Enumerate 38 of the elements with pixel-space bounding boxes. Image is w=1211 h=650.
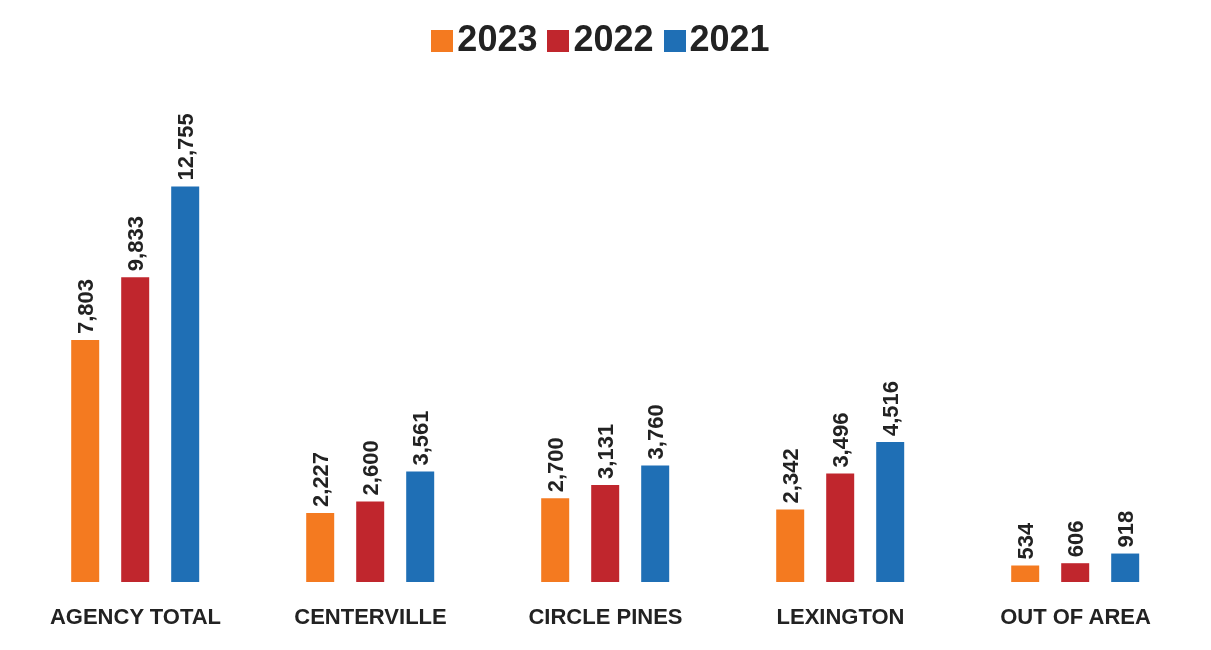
data-label: 534 (1012, 521, 1038, 560)
data-label: 7,803 (72, 279, 98, 335)
bar (356, 501, 385, 582)
bar (121, 277, 150, 582)
x-tick-label: CIRCLE PINES (528, 603, 683, 629)
bar (876, 441, 905, 582)
x-tick-label: CENTERVILLE (294, 603, 447, 629)
bar (306, 512, 335, 582)
data-label: 3,561 (407, 410, 433, 466)
bar (591, 484, 620, 582)
data-label: 12,755 (172, 113, 198, 181)
data-label: 606 (1062, 520, 1088, 558)
bar (1061, 563, 1090, 582)
bar (641, 465, 670, 582)
legend-label: 2022 (573, 18, 654, 59)
bar (71, 340, 100, 582)
x-tick-label: AGENCY TOTAL (49, 603, 222, 629)
bar (776, 509, 805, 582)
data-label: 2,342 (777, 448, 803, 504)
data-label: 2,700 (542, 437, 568, 493)
x-tick-label: OUT OF AREA (1000, 603, 1151, 629)
legend-label: 2023 (457, 18, 538, 59)
data-label: 3,496 (827, 412, 853, 468)
bar (826, 473, 855, 582)
bar (1011, 565, 1040, 582)
bar (406, 471, 435, 582)
bar (541, 498, 570, 582)
bar (1111, 553, 1140, 582)
data-label: 4,516 (877, 380, 903, 436)
data-label: 2,227 (307, 451, 333, 507)
data-label: 2,600 (357, 440, 383, 496)
legend-label: 2021 (689, 18, 770, 59)
data-label: 3,760 (642, 404, 668, 460)
x-tick-label: LEXINGTON (776, 603, 905, 629)
data-label: 9,833 (122, 216, 148, 272)
bar (171, 186, 200, 582)
data-label: 918 (1112, 510, 1138, 548)
data-label: 3,131 (592, 423, 618, 479)
